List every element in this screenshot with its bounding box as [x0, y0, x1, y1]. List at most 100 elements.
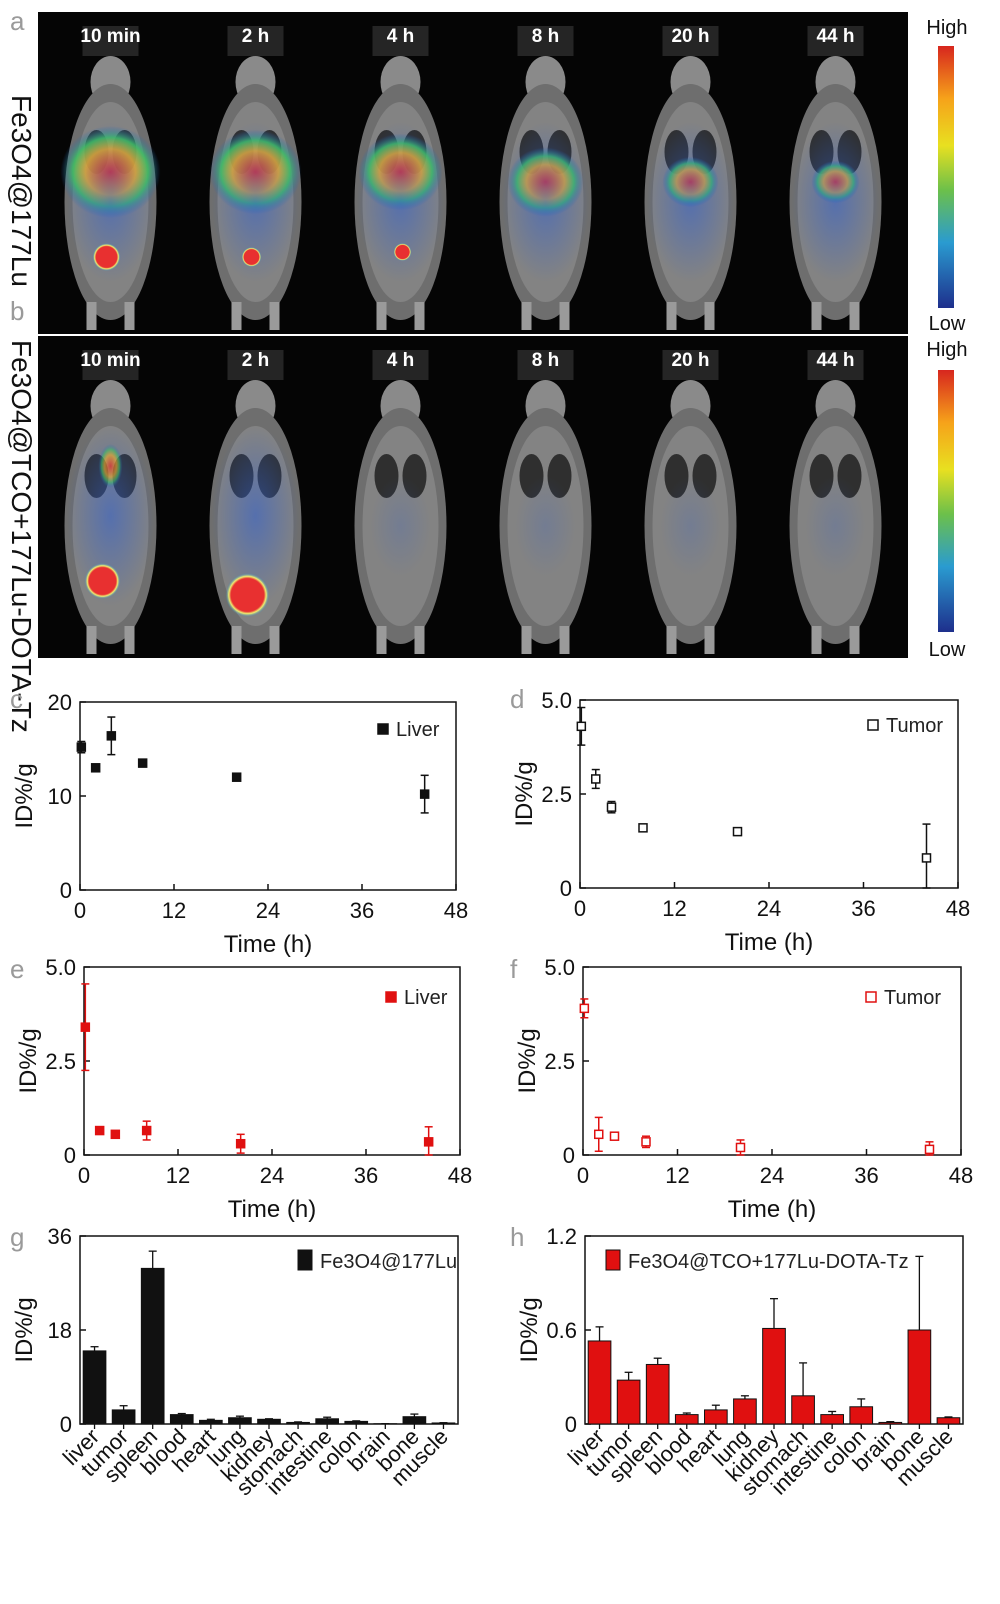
- timepoint-label: 44 h: [816, 26, 854, 47]
- x-tick-label: 48: [949, 1163, 973, 1188]
- scan-bed: [227, 350, 284, 380]
- panel-letter-a: a: [10, 6, 25, 36]
- legend-marker: [605, 1249, 621, 1271]
- x-tick-label: 12: [662, 896, 686, 921]
- y-tick-label: 0: [560, 876, 572, 901]
- data-point: [94, 1125, 105, 1136]
- bar: [762, 1327, 786, 1425]
- legend-label: Liver: [396, 719, 440, 741]
- legend-label: Tumor: [884, 987, 941, 1009]
- legend-label: Liver: [404, 987, 448, 1009]
- timepoint-label: 4 h: [387, 350, 414, 371]
- mouse-image-5: 20 h: [644, 350, 737, 654]
- panel-letter-d: d: [510, 684, 524, 714]
- data-point: [609, 1131, 620, 1141]
- x-tick-label: 24: [260, 1163, 284, 1188]
- data-point: [735, 1142, 746, 1153]
- timepoint-label: 8 h: [532, 26, 559, 47]
- y-tick-label: 18: [48, 1318, 72, 1343]
- data-point: [606, 802, 617, 812]
- legend-marker: [865, 991, 877, 1003]
- bar: [587, 1340, 612, 1425]
- x-tick-label: 48: [444, 898, 468, 923]
- mouse-image-3: 4 h: [354, 350, 447, 654]
- background-signal: [211, 122, 300, 282]
- background-signal: [370, 476, 431, 576]
- x-tick-label: 0: [574, 896, 586, 921]
- mouse-image-2: 2 h: [209, 350, 302, 654]
- scan-bed: [227, 26, 284, 56]
- mouse-image-2: 2 h: [209, 26, 302, 330]
- mouse-leg-left: [811, 626, 822, 654]
- background-signal: [66, 426, 155, 606]
- background-signal: [211, 426, 300, 606]
- bar: [878, 1421, 903, 1425]
- tumor-signal: [92, 243, 121, 271]
- data-point: [110, 1129, 121, 1140]
- y-tick-label: 5.0: [45, 955, 76, 980]
- imaging-background: [38, 12, 908, 334]
- colorbar-b-high: High: [926, 339, 967, 361]
- colorbar-a-high: High: [926, 17, 967, 39]
- y-tick-label: 0: [565, 1412, 577, 1437]
- data-point: [106, 731, 117, 741]
- timepoint-label: 20 h: [671, 26, 709, 47]
- mouse-leg-left: [666, 626, 677, 654]
- x-tick-label: 12: [162, 898, 186, 923]
- colorbar-b: [938, 370, 954, 632]
- x-tick-label: 0: [74, 898, 86, 923]
- timepoint-label: 44 h: [816, 350, 854, 371]
- mouse-image-6: 44 h: [789, 350, 882, 654]
- imaging-background: [38, 336, 908, 658]
- data-point: [419, 789, 430, 799]
- background-signal: [356, 122, 445, 282]
- panel-letter-h: h: [510, 1222, 524, 1252]
- y-axis-label: ID%/g: [11, 763, 38, 828]
- background-signal: [791, 122, 880, 282]
- legend-marker: [377, 723, 389, 735]
- y-axis-label: ID%/g: [511, 761, 538, 826]
- timepoint-label: 2 h: [242, 350, 269, 371]
- y-tick-label: 0: [60, 1412, 72, 1437]
- chart-h-biodistribution: 00.61.2ID%/glivertumorspleenbloodheartlu…: [516, 1224, 964, 1500]
- mouse-leg-right: [124, 302, 135, 330]
- x-axis-label: Time (h): [224, 931, 312, 958]
- x-tick-label: 12: [166, 1163, 190, 1188]
- mouse-image-6: 44 h: [789, 26, 882, 330]
- bar: [674, 1414, 699, 1425]
- mouse-leg-left: [666, 302, 677, 330]
- scan-bed: [82, 350, 139, 380]
- x-tick-label: 0: [78, 1163, 90, 1188]
- bar: [140, 1267, 165, 1425]
- mouse-leg-right: [559, 302, 570, 330]
- y-tick-label: 10: [48, 784, 72, 809]
- panel-letter-b: b: [10, 296, 24, 326]
- data-point: [579, 1003, 590, 1014]
- mouse-leg-left: [86, 302, 97, 330]
- data-point: [141, 1125, 152, 1136]
- mouse-leg-right: [414, 626, 425, 654]
- data-point: [80, 1022, 91, 1032]
- bar: [228, 1417, 252, 1425]
- scan-bed: [372, 350, 429, 380]
- y-tick-label: 2.5: [45, 1049, 76, 1074]
- timepoint-label: 8 h: [532, 350, 559, 371]
- y-tick-label: 36: [48, 1224, 72, 1249]
- timepoint-label: 10 min: [80, 350, 140, 371]
- mouse-leg-left: [231, 302, 242, 330]
- panel-letter-e: e: [10, 954, 24, 984]
- data-point: [576, 721, 587, 732]
- y-tick-label: 1.2: [546, 1224, 577, 1249]
- mouse-leg-right: [414, 302, 425, 330]
- data-point: [231, 772, 242, 782]
- legend-marker: [867, 719, 879, 731]
- y-tick-label: 5.0: [541, 688, 572, 713]
- y-tick-label: 0: [64, 1143, 76, 1168]
- colorbar-a: [938, 46, 954, 308]
- x-tick-label: 48: [946, 896, 970, 921]
- mouse-leg-left: [376, 626, 387, 654]
- mouse-image-4: 8 h: [499, 350, 592, 654]
- bar: [315, 1418, 339, 1425]
- panel-letter-g: g: [10, 1222, 24, 1252]
- bar: [111, 1409, 136, 1425]
